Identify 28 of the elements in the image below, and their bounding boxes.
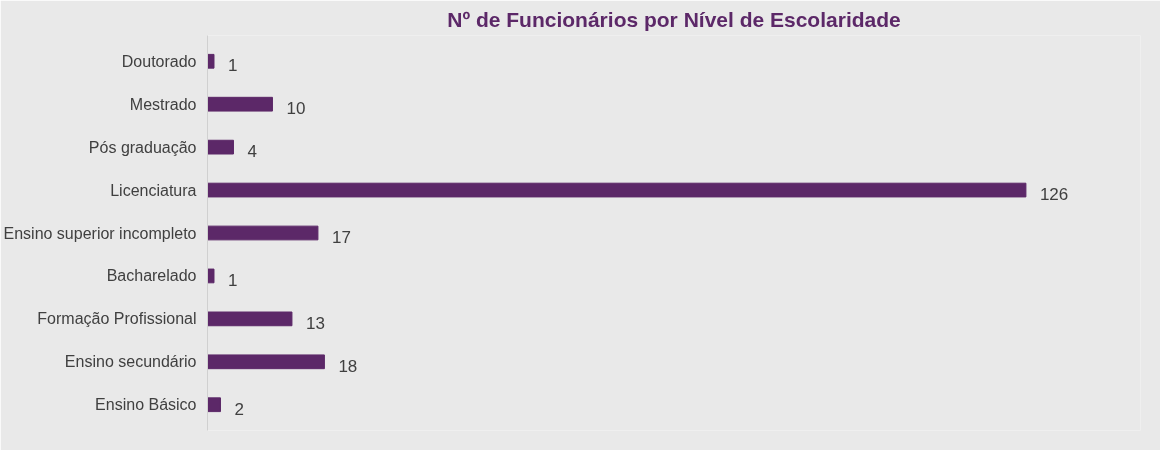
y-tick-label: Formação Profissional bbox=[37, 310, 197, 328]
bar bbox=[207, 354, 325, 370]
data-label: 2 bbox=[234, 399, 244, 419]
y-tick-label: Ensino Básico bbox=[95, 396, 197, 414]
bar bbox=[207, 139, 234, 155]
data-label: 18 bbox=[338, 356, 358, 376]
data-label: 126 bbox=[1039, 185, 1069, 205]
y-tick-label: Licenciatura bbox=[110, 181, 197, 199]
data-label: 4 bbox=[247, 142, 257, 162]
y-tick-label: Pós graduação bbox=[88, 138, 197, 156]
chart-title: Nº de Funcionários por Nível de Escolaridade bbox=[447, 7, 901, 31]
bar bbox=[207, 96, 273, 112]
bar bbox=[207, 182, 1027, 198]
y-tick-label: Mestrado bbox=[129, 95, 197, 113]
bar bbox=[207, 268, 215, 284]
data-label: 13 bbox=[305, 313, 325, 333]
y-tick-label: Doutorado bbox=[121, 52, 197, 70]
data-label: 17 bbox=[331, 228, 351, 247]
y-tick-label: Bacharelado bbox=[106, 267, 197, 285]
data-label: 10 bbox=[286, 99, 306, 119]
bar bbox=[207, 225, 319, 241]
data-label: 1 bbox=[228, 56, 238, 76]
bar bbox=[207, 397, 221, 413]
y-tick-label: Ensino superior incompleto bbox=[3, 224, 197, 242]
y-tick-label: Ensino secundário bbox=[64, 353, 197, 371]
bar bbox=[207, 311, 293, 327]
data-label: 1 bbox=[228, 270, 238, 290]
bar bbox=[207, 53, 215, 69]
